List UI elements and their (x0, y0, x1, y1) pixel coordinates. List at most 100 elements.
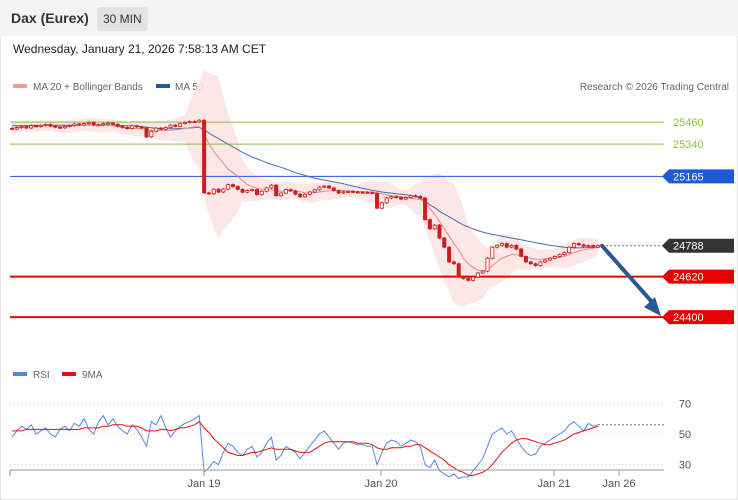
candle-body (149, 130, 154, 138)
candle-body (58, 126, 63, 129)
candle-body (475, 272, 480, 278)
candle-body (591, 245, 596, 248)
candle-body (327, 185, 332, 189)
candle-body (283, 189, 288, 194)
candle-body (418, 196, 423, 199)
candle-body (264, 187, 269, 192)
candle-body (403, 197, 408, 200)
candle-body (19, 126, 24, 129)
level-label-24620: 24620 (673, 272, 704, 284)
candle-body (499, 243, 504, 246)
candle-body (571, 243, 576, 248)
rsi-ma-line (12, 421, 599, 476)
candle-body (379, 202, 384, 209)
candle-body (53, 125, 58, 128)
candle-body (250, 189, 255, 192)
candle-body (466, 278, 471, 281)
candle-body (504, 243, 509, 248)
forecast-arrow (600, 243, 661, 317)
moving-averages (11, 123, 599, 272)
candle-body (120, 125, 125, 128)
candle-body (82, 123, 87, 126)
candle-body (274, 184, 279, 197)
time-tick-label: Jan 21 (537, 478, 570, 490)
candle-body (331, 187, 336, 191)
rsi-tick-70: 70 (679, 398, 691, 410)
candle-body (596, 245, 601, 248)
candle-body (235, 186, 240, 190)
candle-body (495, 244, 500, 248)
candlesticks (9, 119, 601, 282)
candle-body (485, 257, 490, 272)
rsi-legend-label: RSI (33, 370, 50, 381)
level-tag-25165 (662, 169, 734, 184)
rsi-legend-swatch (13, 372, 27, 376)
candle-body (77, 123, 82, 126)
candle-body (298, 193, 303, 198)
candle-body (293, 190, 298, 195)
candle-body (29, 125, 34, 129)
candle-body (586, 245, 591, 247)
candle-body (125, 127, 130, 129)
candle-body (576, 243, 581, 246)
candle-body (43, 124, 48, 126)
ma50-legend-label: MA 50 (175, 82, 204, 93)
rsi-tick-30: 30 (679, 460, 691, 472)
candle-body (144, 127, 149, 138)
price-levels: 25460 25340 25165 24788 24620 24400 (10, 117, 734, 325)
candle-body (384, 197, 389, 204)
candle-body (24, 126, 29, 129)
candle-body (197, 119, 202, 123)
candle-body (158, 127, 163, 130)
candle-body (48, 124, 53, 127)
candle-body (187, 121, 192, 123)
candle-body (34, 125, 39, 128)
candle-body (91, 122, 96, 126)
candle-body (139, 126, 144, 129)
candle-body (211, 188, 216, 195)
candle-body (317, 186, 322, 191)
candle-body (245, 190, 250, 193)
candle-body (86, 122, 91, 124)
timeframe-button[interactable]: 30 MIN (97, 7, 148, 31)
candle-body (375, 192, 380, 209)
rsi-ma-legend-swatch (62, 372, 76, 376)
candle-body (552, 255, 557, 259)
candle-body (432, 224, 437, 230)
candle-body (528, 261, 533, 265)
candle-body (514, 244, 519, 250)
instrument-name: Dax (Eurex) (11, 10, 89, 26)
candle-body (480, 270, 485, 274)
candle-body (259, 190, 264, 195)
candle-body (451, 261, 456, 265)
candle-body (254, 189, 259, 195)
candle-body (538, 261, 543, 267)
candle-body (346, 191, 351, 193)
candle-body (106, 122, 111, 125)
candle-body (389, 196, 394, 199)
candle-body (519, 248, 524, 257)
candle-body (365, 191, 370, 194)
candle-body (456, 263, 461, 278)
candle-body (269, 184, 274, 189)
candle-body (427, 219, 432, 230)
candle-body (96, 124, 101, 127)
candle-body (168, 124, 173, 128)
rsi-line (11, 414, 599, 480)
candle-body (178, 123, 183, 127)
candle-body (312, 189, 317, 193)
candle-body (182, 122, 187, 124)
candle-body (173, 124, 178, 127)
level-label-25340: 25340 (673, 139, 704, 151)
candle-body (533, 263, 538, 267)
time-tick-label: Jan 19 (187, 478, 220, 490)
candle-body (557, 254, 562, 257)
time-tick-label: Jan 26 (602, 478, 635, 490)
candle-body (154, 127, 159, 132)
ma20-legend-label: MA 20 + Bollinger Bands (33, 82, 143, 93)
candle-body (130, 125, 135, 129)
candle-body (523, 255, 528, 263)
rsi-ma-legend-label: 9MA (82, 370, 103, 381)
candle-body (355, 191, 360, 194)
